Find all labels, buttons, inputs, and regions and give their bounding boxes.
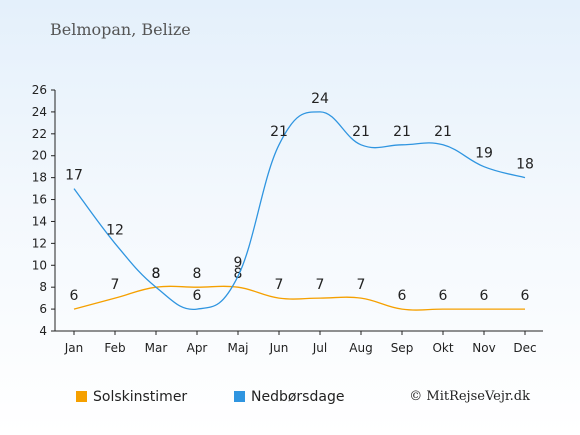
x-tick-label-mar: Mar	[145, 341, 168, 355]
legend-label-nedborsdage: Nedbørsdage	[251, 389, 345, 405]
y-tick-label-12: 12	[32, 236, 47, 250]
data-label-nedborsdage-feb: 12	[106, 222, 124, 238]
y-tick-label-6: 6	[39, 302, 47, 316]
data-label-nedborsdage-okt: 21	[434, 124, 452, 140]
legend-item-nedborsdage: Nedbørsdage	[234, 389, 344, 405]
data-label-solskinstimer-jan: 6	[70, 288, 79, 304]
data-label-solskinstimer-maj: 8	[234, 266, 243, 282]
chart-title: Belmopan, Belize	[50, 20, 191, 39]
data-label-solskinstimer-apr: 8	[193, 266, 202, 282]
x-tick-label-nov: Nov	[472, 341, 495, 355]
data-label-nedborsdage-aug: 21	[352, 124, 370, 140]
data-label-solskinstimer-nov: 6	[480, 288, 489, 304]
credit-text: © MitRejseVejr.dk	[409, 389, 530, 404]
legend-swatch-nedborsdage	[234, 391, 245, 402]
data-label-nedborsdage-nov: 19	[475, 146, 493, 162]
x-tick-label-dec: Dec	[513, 341, 536, 355]
legend-label-solskinstimer: Solskinstimer	[93, 389, 188, 405]
y-tick-label-26: 26	[32, 83, 47, 97]
data-label-solskinstimer-jun: 7	[275, 277, 284, 293]
y-tick-label-24: 24	[32, 105, 47, 119]
data-label-solskinstimer-feb: 7	[111, 277, 120, 293]
x-tick-label-apr: Apr	[187, 341, 208, 355]
legend-swatch-solskinstimer	[76, 391, 87, 402]
data-label-solskinstimer-jul: 7	[316, 277, 325, 293]
x-tick-label-sep: Sep	[391, 341, 414, 355]
data-label-nedborsdage-jan: 17	[65, 168, 83, 184]
y-tick-label-4: 4	[39, 324, 47, 338]
y-tick-label-14: 14	[32, 214, 47, 228]
x-tick-label-okt: Okt	[432, 341, 453, 355]
x-tick-label-jun: Jun	[269, 341, 289, 355]
x-tick-label-jul: Jul	[312, 341, 327, 355]
data-label-nedborsdage-dec: 18	[516, 157, 534, 173]
data-label-solskinstimer-aug: 7	[357, 277, 366, 293]
data-label-nedborsdage-jun: 21	[270, 124, 288, 140]
x-tick-label-jan: Jan	[64, 341, 84, 355]
y-tick-label-8: 8	[39, 280, 47, 294]
data-label-solskinstimer-sep: 6	[398, 288, 407, 304]
y-tick-label-18: 18	[32, 171, 47, 185]
x-tick-label-maj: Maj	[227, 341, 248, 355]
data-label-solskinstimer-mar: 8	[152, 266, 161, 282]
data-label-nedborsdage-apr: 6	[193, 288, 202, 304]
data-label-nedborsdage-maj: 9	[234, 255, 243, 271]
data-label-nedborsdage-mar: 8	[152, 266, 161, 282]
data-label-nedborsdage-sep: 21	[393, 124, 411, 140]
data-label-solskinstimer-okt: 6	[439, 288, 448, 304]
y-tick-label-16: 16	[32, 193, 47, 207]
x-tick-label-feb: Feb	[104, 341, 125, 355]
y-tick-label-20: 20	[32, 149, 47, 163]
legend-item-solskinstimer: Solskinstimer	[76, 389, 187, 405]
data-label-nedborsdage-jul: 24	[311, 91, 329, 107]
y-tick-label-22: 22	[32, 127, 47, 141]
y-tick-label-10: 10	[32, 258, 47, 272]
x-tick-label-aug: Aug	[349, 341, 372, 355]
data-label-solskinstimer-dec: 6	[521, 288, 530, 304]
series-line-solskinstimer	[73, 285, 525, 311]
series-line-nedborsdage	[73, 111, 526, 310]
